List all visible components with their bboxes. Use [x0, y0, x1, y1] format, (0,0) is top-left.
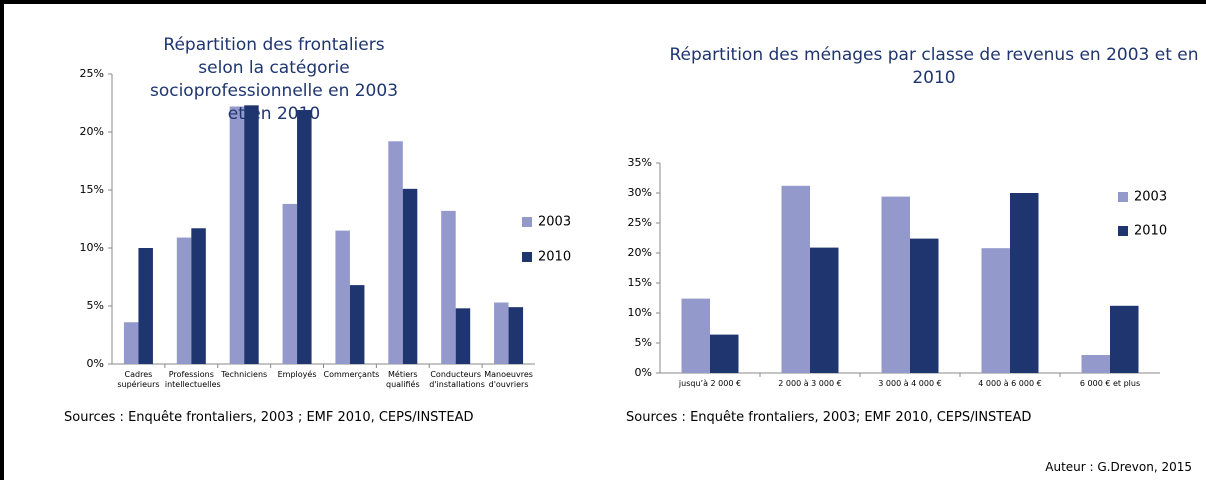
source: Sources : Enquête frontaliers, 2003; EMF…	[626, 410, 1032, 425]
bar	[349, 285, 365, 364]
bar	[123, 322, 139, 364]
y-tick-label: 0%	[87, 357, 104, 370]
y-tick-label: 35%	[628, 156, 652, 169]
bar	[1081, 355, 1110, 373]
legend-swatch	[522, 252, 532, 262]
y-tick-label: 5%	[87, 299, 104, 312]
chart-title: Répartition des frontaliers selon la cat…	[149, 35, 399, 124]
bar	[191, 228, 206, 364]
bar	[1110, 305, 1139, 373]
x-tick-label: 2 000 à 3 000 €	[778, 379, 842, 388]
bar	[297, 109, 312, 365]
y-tick-label: 15%	[628, 276, 652, 289]
bar	[508, 307, 524, 364]
x-tick-label: Commerçants	[323, 370, 380, 379]
bar	[681, 298, 710, 373]
bar	[335, 230, 350, 364]
y-tick-label: 25%	[80, 67, 104, 80]
bar	[981, 248, 1010, 373]
legend-swatch	[522, 217, 532, 227]
x-tick-label: 3 000 à 4 000 €	[878, 379, 942, 388]
y-tick-label: 10%	[80, 241, 104, 254]
bar	[388, 141, 403, 364]
bar	[494, 302, 509, 364]
x-tick-label: jusqu’à 2 000 €	[678, 379, 742, 388]
x-tick-label: Cadres supérieurs	[117, 370, 160, 389]
bar	[910, 238, 939, 373]
bar	[138, 248, 153, 364]
y-tick-label: 20%	[80, 125, 104, 138]
bar	[781, 185, 810, 373]
x-tick-label: 6 000 € et plus	[1079, 379, 1141, 388]
bar	[455, 308, 471, 364]
legend-label: 2003	[538, 215, 571, 230]
legend-label: 2003	[1134, 190, 1167, 205]
chart-title: Répartition des ménages par classe de re…	[669, 45, 1199, 88]
x-tick-label: 4 000 à 6 000 €	[978, 379, 1042, 388]
legend-label: 2010	[538, 250, 571, 265]
author: Auteur : G.Drevon, 2015	[1045, 460, 1192, 474]
bar	[282, 203, 298, 364]
y-tick-label: 0%	[635, 366, 652, 379]
bar	[881, 196, 910, 373]
x-tick-label: Techniciens	[221, 370, 268, 379]
bar	[244, 105, 259, 364]
y-tick-label: 20%	[628, 246, 652, 259]
bar	[176, 237, 192, 364]
y-tick-label: 15%	[80, 183, 104, 196]
x-tick-label: Professions intellectuelles	[164, 370, 221, 389]
y-tick-label: 25%	[628, 216, 652, 229]
y-tick-label: 30%	[628, 186, 652, 199]
y-tick-label: 10%	[628, 306, 652, 319]
bar	[229, 106, 245, 364]
x-tick-label: Manoeuvres d'ouvriers	[484, 370, 533, 389]
bar	[402, 188, 418, 364]
legend-swatch	[1118, 226, 1128, 236]
source: Sources : Enquête frontaliers, 2003 ; EM…	[64, 410, 474, 425]
legend-swatch	[1118, 192, 1128, 202]
x-tick-label: Conducteurs d'installations	[429, 370, 485, 389]
bar	[1010, 193, 1039, 373]
y-tick-label: 5%	[635, 336, 652, 349]
bar	[710, 334, 739, 373]
legend-label: 2010	[1134, 224, 1167, 239]
x-tick-label: Employés	[277, 370, 317, 379]
x-tick-label: Métiers qualifiés	[386, 370, 420, 389]
bar	[441, 210, 456, 364]
charts: 0% 5% 10% 15% 20% 25% 2003 2010 0% 5% 10% 15% 20% 25%…	[80, 67, 1168, 379]
bar	[810, 247, 839, 373]
